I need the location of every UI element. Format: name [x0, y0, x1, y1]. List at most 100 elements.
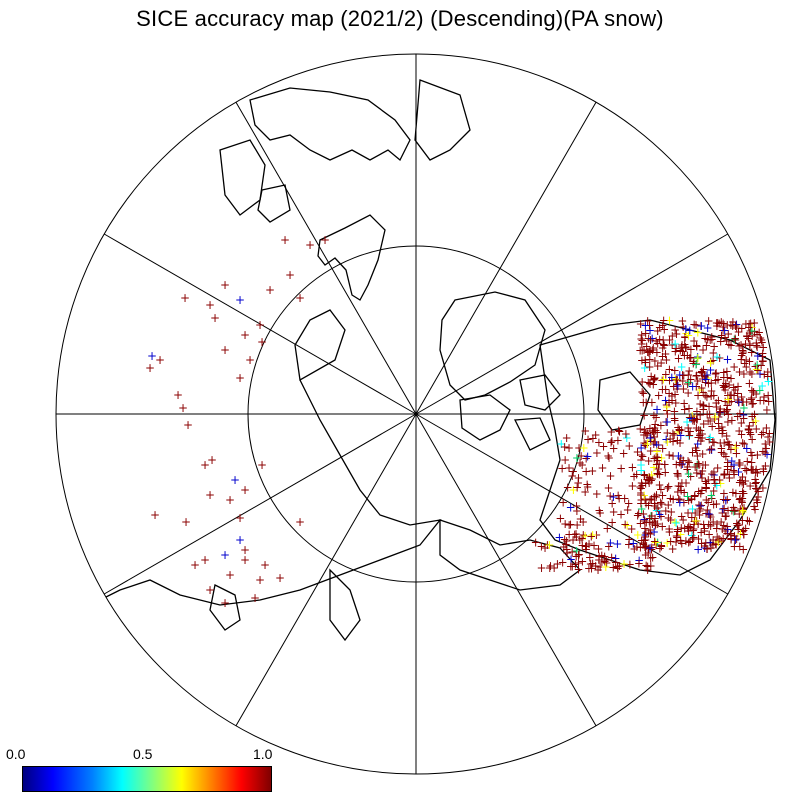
accuracy-marker: +	[641, 539, 651, 553]
accuracy-marker: +	[635, 540, 645, 554]
accuracy-marker: +	[708, 515, 718, 529]
accuracy-marker: +	[676, 458, 686, 472]
accuracy-marker: +	[691, 369, 701, 383]
accuracy-marker: +	[752, 358, 762, 372]
accuracy-marker: +	[640, 514, 650, 528]
accuracy-marker: +	[744, 317, 754, 331]
accuracy-marker: +	[652, 457, 662, 471]
accuracy-marker: +	[571, 549, 581, 563]
accuracy-marker: +	[684, 429, 694, 443]
accuracy-marker: +	[741, 353, 751, 367]
accuracy-marker: +	[641, 526, 651, 540]
accuracy-marker: +	[559, 540, 569, 554]
accuracy-marker: +	[661, 398, 671, 412]
accuracy-marker: +	[697, 464, 707, 478]
accuracy-marker: +	[644, 542, 654, 556]
accuracy-marker: +	[714, 532, 724, 546]
accuracy-marker: +	[622, 519, 632, 533]
accuracy-marker: +	[667, 338, 677, 352]
accuracy-marker: +	[683, 377, 693, 391]
accuracy-marker: +	[645, 527, 655, 541]
accuracy-marker: +	[684, 375, 694, 389]
accuracy-marker: +	[747, 384, 757, 398]
accuracy-marker: +	[739, 486, 749, 500]
accuracy-marker: +	[688, 379, 698, 393]
accuracy-marker: +	[743, 332, 753, 346]
accuracy-marker: +	[225, 493, 235, 507]
accuracy-marker: +	[711, 374, 721, 388]
accuracy-marker: +	[691, 357, 701, 371]
accuracy-marker: +	[542, 538, 552, 552]
accuracy-marker: +	[627, 522, 637, 536]
accuracy-marker: +	[684, 364, 694, 378]
accuracy-marker: +	[698, 363, 708, 377]
accuracy-marker: +	[737, 322, 747, 336]
accuracy-marker: +	[575, 512, 585, 526]
accuracy-marker: +	[641, 437, 651, 451]
accuracy-marker: +	[592, 487, 602, 501]
accuracy-marker: +	[749, 500, 759, 514]
accuracy-marker: +	[751, 465, 761, 479]
accuracy-marker: +	[637, 375, 647, 389]
accuracy-marker: +	[728, 319, 738, 333]
accuracy-marker: +	[700, 389, 710, 403]
accuracy-marker: +	[691, 514, 701, 528]
accuracy-marker: +	[736, 473, 746, 487]
accuracy-marker: +	[649, 421, 659, 435]
accuracy-marker: +	[720, 524, 730, 538]
accuracy-marker: +	[698, 398, 708, 412]
accuracy-marker: +	[257, 335, 267, 349]
accuracy-marker: +	[713, 373, 723, 387]
accuracy-marker: +	[682, 415, 692, 429]
accuracy-marker: +	[744, 419, 754, 433]
accuracy-marker: +	[662, 536, 672, 550]
accuracy-marker: +	[625, 558, 635, 572]
accuracy-marker: +	[669, 379, 679, 393]
accuracy-marker: +	[716, 515, 726, 529]
accuracy-marker: +	[178, 401, 188, 415]
accuracy-marker: +	[742, 395, 752, 409]
accuracy-marker: +	[650, 435, 660, 449]
accuracy-marker: +	[742, 454, 752, 468]
accuracy-marker: +	[751, 476, 761, 490]
accuracy-marker: +	[646, 492, 656, 506]
accuracy-marker: +	[764, 426, 774, 440]
accuracy-marker: +	[669, 404, 679, 418]
accuracy-marker: +	[695, 424, 705, 438]
accuracy-marker: +	[703, 321, 713, 335]
accuracy-marker: +	[640, 356, 650, 370]
accuracy-marker: +	[719, 486, 729, 500]
accuracy-marker: +	[709, 498, 719, 512]
accuracy-marker: +	[738, 347, 748, 361]
accuracy-marker: +	[640, 439, 650, 453]
accuracy-marker: +	[632, 540, 642, 554]
accuracy-marker: +	[619, 557, 629, 571]
accuracy-marker: +	[652, 438, 662, 452]
accuracy-marker: +	[677, 360, 687, 374]
accuracy-marker: +	[664, 525, 674, 539]
accuracy-marker: +	[691, 421, 701, 435]
accuracy-marker: +	[672, 378, 682, 392]
accuracy-marker: +	[716, 315, 726, 329]
accuracy-marker: +	[679, 486, 689, 500]
accuracy-marker: +	[662, 404, 672, 418]
accuracy-marker: +	[644, 454, 654, 468]
accuracy-marker: +	[724, 438, 734, 452]
accuracy-marker: +	[726, 528, 736, 542]
accuracy-marker: +	[700, 458, 710, 472]
accuracy-marker: +	[687, 532, 697, 546]
accuracy-marker: +	[708, 353, 718, 367]
accuracy-marker: +	[738, 542, 748, 556]
accuracy-marker: +	[235, 293, 245, 307]
accuracy-marker: +	[731, 318, 741, 332]
japan-coast	[209, 584, 241, 631]
accuracy-marker: +	[673, 421, 683, 435]
accuracy-marker: +	[705, 535, 715, 549]
accuracy-marker: +	[703, 377, 713, 391]
accuracy-marker: +	[719, 380, 729, 394]
accuracy-marker: +	[621, 427, 631, 441]
accuracy-marker: +	[604, 451, 614, 465]
accuracy-marker: +	[698, 366, 708, 380]
accuracy-marker: +	[757, 379, 767, 393]
accuracy-marker: +	[265, 283, 275, 297]
